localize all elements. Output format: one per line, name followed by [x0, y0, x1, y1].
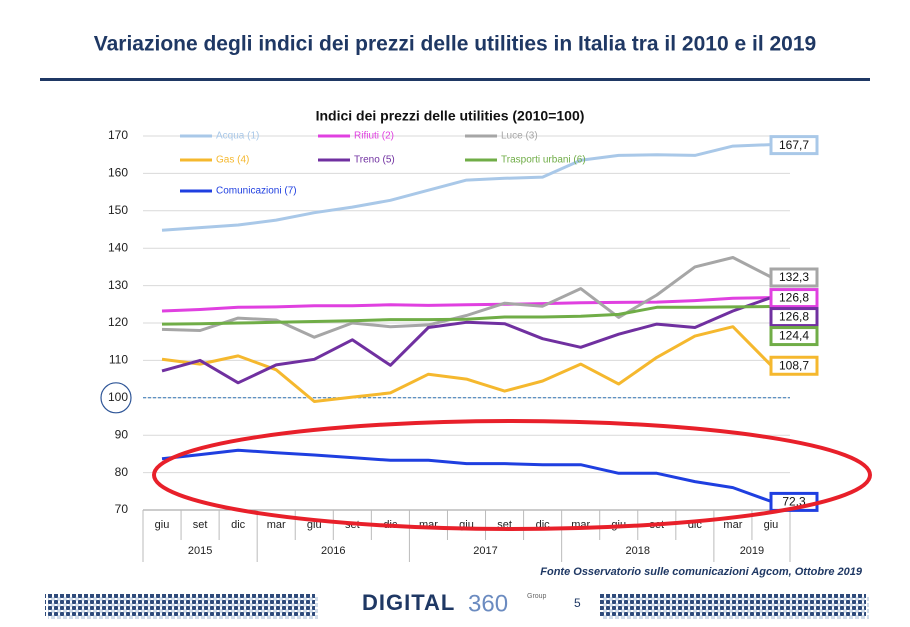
footer-pattern: [48, 595, 318, 619]
series-line: [161, 256, 772, 339]
value-label: 132,3: [779, 270, 809, 284]
y-tick-label: 90: [115, 427, 129, 441]
chart: 70 80 90 100 110 120 130 140 150 160 170 giu set dic m…: [100, 128, 819, 562]
y-tick-label: 170: [108, 128, 128, 142]
year-label: 2015: [188, 545, 212, 557]
page-number: 5: [574, 596, 581, 610]
series-line: [161, 143, 772, 232]
y-tick-label: 160: [108, 166, 128, 180]
x-tick-label: giu: [764, 519, 779, 531]
x-tick-label: dic: [231, 519, 246, 531]
highlight-ellipse: [152, 419, 872, 531]
legend-label: Treno (5): [354, 155, 395, 166]
chart-title: Indici dei prezzi delle utilities (2010=…: [316, 108, 585, 124]
brand: DIGITAL: [362, 590, 455, 615]
footer-pattern: [601, 595, 869, 619]
y-tick-label: 120: [108, 315, 128, 329]
year-label: 2017: [473, 545, 497, 557]
x-tick-label: mar: [267, 519, 286, 531]
legend-label: Comunicazioni (7): [216, 186, 297, 197]
value-label-box: [769, 267, 819, 288]
series-line: [161, 296, 772, 313]
reference-highlight: [100, 382, 132, 414]
y-tick-label: 130: [108, 278, 128, 292]
y-tick-label: 100: [108, 390, 128, 404]
value-label: 124,4: [779, 329, 809, 343]
brand-number: 360: [468, 590, 508, 617]
value-label: 108,7: [779, 358, 809, 372]
value-label: 126,8: [779, 310, 809, 324]
x-tick-label: set: [193, 519, 208, 531]
y-tick-label: 70: [115, 502, 129, 516]
value-label-box: [769, 288, 819, 309]
source: Fonte Osservatorio sulle comunicazioni A…: [540, 566, 863, 578]
x-tick-label: mar: [723, 519, 742, 531]
year-label: 2018: [626, 545, 650, 557]
slide-title: Variazione degli indici dei prezzi delle…: [94, 33, 816, 56]
value-label-box: [769, 355, 819, 376]
value-label-box: [769, 307, 819, 328]
legend-label: Gas (4): [216, 155, 249, 166]
x-tick-label: giu: [155, 519, 170, 531]
year-label: 2016: [321, 545, 345, 557]
series-line: [161, 325, 773, 403]
legend-label: Rifiuti (2): [354, 131, 394, 142]
value-label: 167,7: [779, 138, 809, 152]
legend-label: Luce (3): [501, 131, 538, 142]
y-tick-label: 80: [115, 465, 129, 479]
y-tick-label: 150: [108, 203, 128, 217]
series-line: [161, 448, 772, 503]
legend-label: Acqua (1): [216, 131, 259, 142]
value-label: 126,8: [779, 291, 809, 305]
y-tick-label: 140: [108, 240, 128, 254]
series-line: [161, 305, 772, 326]
year-label: 2019: [740, 545, 764, 557]
brand-suffix: Group: [527, 593, 547, 600]
title-rule: [40, 78, 870, 81]
series-line: [161, 296, 772, 385]
value-label-box: [769, 135, 819, 156]
y-tick-label: 110: [109, 353, 128, 367]
legend-label: Trasporti urbani (6): [501, 155, 586, 166]
value-label-box: [769, 326, 819, 347]
